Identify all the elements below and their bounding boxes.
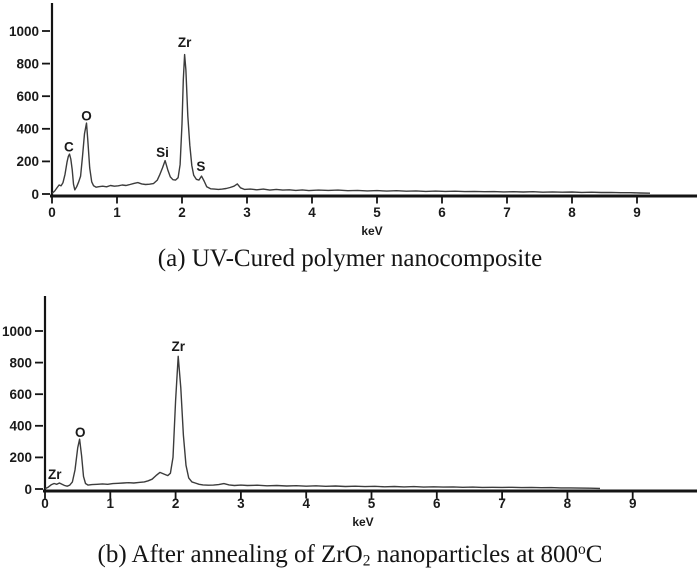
y-tick-label: 400	[9, 419, 32, 434]
peak-label-c: C	[64, 140, 74, 155]
caption-part: nanoparticles at 800	[370, 540, 579, 568]
y-tick-label: 400	[16, 122, 39, 137]
peak-label-zr: Zr	[178, 35, 192, 50]
x-tick-label: 0	[41, 496, 49, 511]
peak-label-zr: Zr	[171, 339, 185, 354]
y-tick-label: 600	[9, 387, 32, 402]
spectrum-line-a	[51, 53, 651, 194]
y-tick-label: 1000	[2, 324, 32, 339]
x-tick-label: 7	[498, 496, 506, 511]
caption-part: (b) After annealing of ZrO	[97, 540, 363, 568]
x-tick-label: 3	[237, 496, 245, 511]
x-tick-label: 0	[48, 205, 56, 220]
x-tick-label: 4	[302, 496, 310, 511]
y-tick-label: 200	[16, 154, 39, 169]
caption-part: 2	[362, 552, 371, 570]
y-tick-label: 800	[9, 355, 32, 370]
x-tick-label: 8	[564, 496, 572, 511]
x-tick-label: 5	[373, 205, 381, 220]
x-tick-label: 4	[308, 205, 316, 220]
x-tick-label: 5	[368, 496, 376, 511]
spectrum-line-b	[44, 355, 601, 490]
y-tick-label: 600	[16, 89, 39, 104]
x-tick-label: 2	[178, 205, 186, 220]
peak-label-zr: Zr	[48, 467, 62, 482]
y-tick-label: 800	[16, 56, 39, 71]
x-tick-label: 7	[503, 205, 511, 220]
peak-label-s: S	[196, 159, 205, 174]
caption-chart-b: (b) After annealing of ZrO2 nanoparticle…	[0, 536, 700, 570]
x-tick-label: 3	[243, 205, 251, 220]
x-tick-label: 1	[107, 496, 115, 511]
y-tick-label: 0	[24, 482, 32, 497]
y-tick-label: 0	[31, 187, 39, 202]
caption-part: (a) UV-Cured polymer nanocomposite	[157, 245, 543, 272]
x-axis-title: keV	[352, 515, 373, 529]
x-tick-label: 2	[172, 496, 180, 511]
x-tick-label: 6	[433, 496, 441, 511]
caption-part: o	[578, 541, 586, 558]
x-tick-label: 6	[438, 205, 446, 220]
x-tick-label: 8	[568, 205, 576, 220]
caption-part: C	[585, 540, 603, 568]
peak-label-o: O	[81, 109, 92, 124]
y-tick-label: 1000	[9, 24, 39, 39]
x-tick-label: 9	[633, 205, 641, 220]
y-tick-label: 200	[9, 450, 32, 465]
peak-label-o: O	[75, 425, 86, 440]
caption-chart-a: (a) UV-Cured polymer nanocomposite	[0, 245, 700, 273]
x-axis-title: keV	[361, 224, 382, 238]
x-tick-label: 9	[629, 496, 637, 511]
x-tick-label: 1	[113, 205, 121, 220]
edx-chart-b: 0 200 400 600 800 1000 0 1 2 3 4 5 6 7 8 9 keV Zr O Zr	[2, 296, 697, 529]
peak-label-si: Si	[156, 145, 169, 160]
edx-chart-a: 0 200 400 600 800 1000 0 1 2 3 4 5 6 7 8 9 keV C O Si Zr S	[9, 3, 697, 238]
